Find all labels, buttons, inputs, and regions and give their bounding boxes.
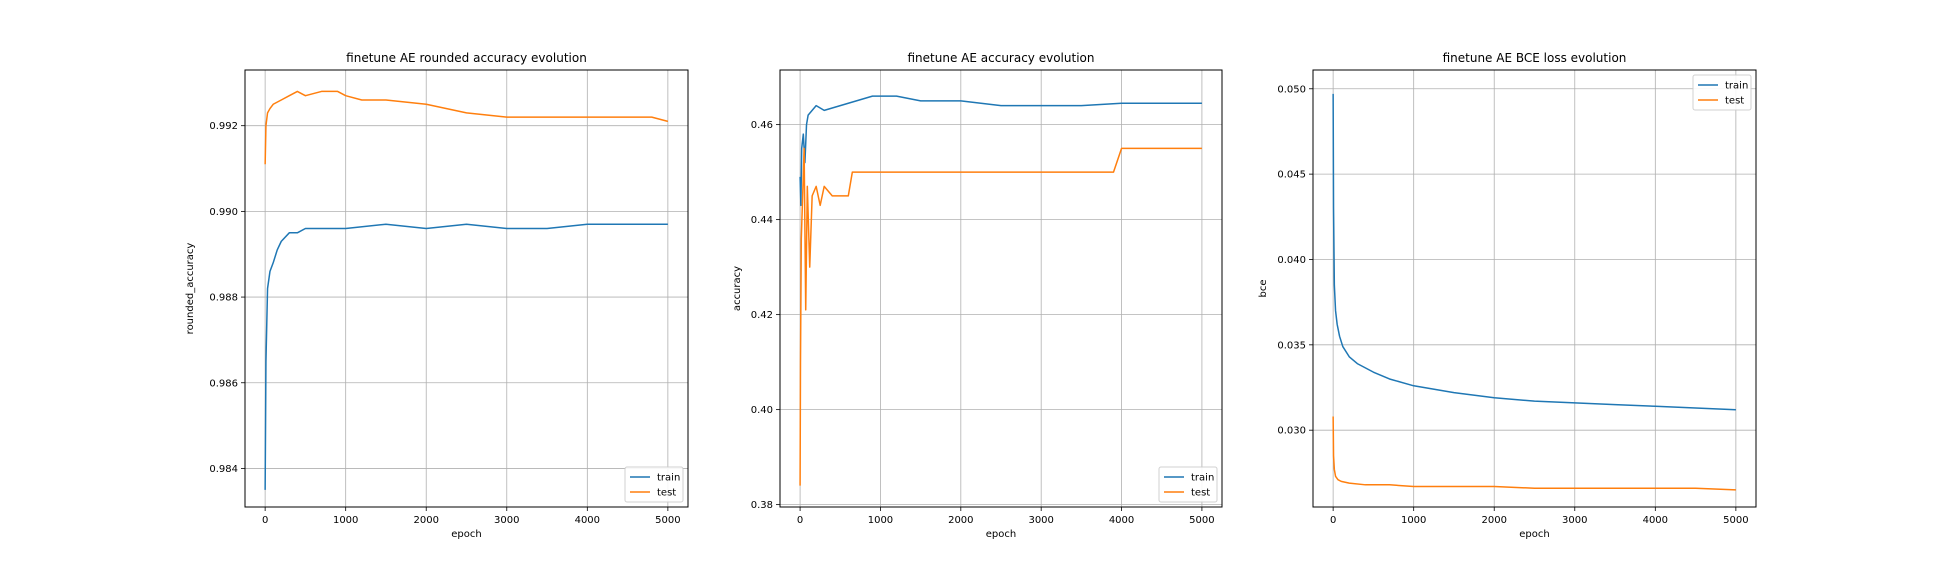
x-tick-label: 0 [1330, 515, 1336, 526]
y-tick-label: 0.984 [209, 464, 238, 475]
x-tick-label: 4000 [1109, 515, 1134, 526]
x-tick-label: 1000 [333, 515, 358, 526]
chart-title: finetune AE BCE loss evolution [1443, 51, 1627, 65]
chart-title: finetune AE accuracy evolution [908, 51, 1095, 65]
series-line-test [1332, 416, 1736, 491]
chart-panel-2: 0 1000 2000 3000 4000 5000 0.38 0.40 0.42 0.44 0.4… [732, 51, 1223, 540]
y-axis-label: bce [1258, 280, 1269, 298]
x-tick-label: 2000 [414, 515, 439, 526]
axes-frame [779, 69, 1223, 508]
y-tick-label: 0.40 [751, 405, 773, 416]
axes-frame [244, 69, 689, 508]
y-tick-label: 0.030 [1277, 426, 1306, 437]
x-tick-label: 4000 [1643, 515, 1668, 526]
y-tick-label: 0.990 [209, 207, 238, 218]
x-tick-label: 5000 [655, 515, 680, 526]
y-tick-label: 0.44 [751, 215, 773, 226]
legend-box [1692, 74, 1752, 111]
series-line-test [799, 147, 1202, 486]
legend: train test [1692, 74, 1752, 111]
y-axis-label: accuracy [732, 266, 743, 311]
x-tick-label: 1000 [868, 515, 893, 526]
y-tick-label: 0.988 [209, 293, 238, 304]
series-line-train [799, 95, 1202, 207]
x-tick-label: 0 [797, 515, 803, 526]
legend-label: train [1725, 81, 1748, 92]
x-tick-label: 3000 [1562, 515, 1587, 526]
y-tick-label: 0.986 [209, 378, 238, 389]
legend-box [624, 466, 684, 503]
chart-panel-3: 0 1000 2000 3000 4000 5000 0.030 0.035 0.040 0.04… [1258, 51, 1757, 540]
legend-label: train [657, 473, 680, 484]
x-tick-label: 5000 [1189, 515, 1214, 526]
y-tick-label: 0.46 [751, 120, 773, 131]
x-tick-label: 3000 [494, 515, 519, 526]
x-tick-label: 2000 [948, 515, 973, 526]
x-tick-label: 2000 [1482, 515, 1507, 526]
chart-title: finetune AE rounded accuracy evolution [346, 51, 587, 65]
y-tick-label: 0.045 [1277, 170, 1306, 181]
y-axis-label: rounded_accuracy [185, 243, 196, 335]
y-tick-label: 0.040 [1277, 255, 1306, 266]
x-axis-label: epoch [1519, 529, 1549, 540]
x-tick-label: 4000 [575, 515, 600, 526]
series-line-test [264, 90, 669, 165]
y-tick-label: 0.050 [1277, 84, 1306, 95]
legend-box [1158, 466, 1218, 503]
y-tick-label: 0.035 [1277, 340, 1306, 351]
chart-panel-1: 0 1000 2000 3000 4000 5000 0.984 0.986 0.988 0.99… [185, 51, 689, 540]
x-axis-label: epoch [986, 529, 1016, 540]
x-tick-label: 5000 [1723, 515, 1748, 526]
legend: train test [624, 466, 684, 503]
series-line-train [264, 223, 668, 490]
axes-frame [1312, 69, 1757, 508]
x-axis-label: epoch [451, 529, 481, 540]
series-line-train [1332, 93, 1736, 411]
x-tick-label: 3000 [1028, 515, 1053, 526]
y-tick-label: 0.42 [751, 310, 773, 321]
legend-label: test [657, 488, 676, 499]
x-tick-label: 0 [262, 515, 268, 526]
x-tick-label: 1000 [1401, 515, 1426, 526]
legend-label: train [1191, 473, 1214, 484]
legend-label: test [1191, 488, 1210, 499]
y-tick-label: 0.38 [751, 500, 773, 511]
legend-label: test [1725, 96, 1744, 107]
y-tick-label: 0.992 [209, 121, 238, 132]
legend: train test [1158, 466, 1218, 503]
